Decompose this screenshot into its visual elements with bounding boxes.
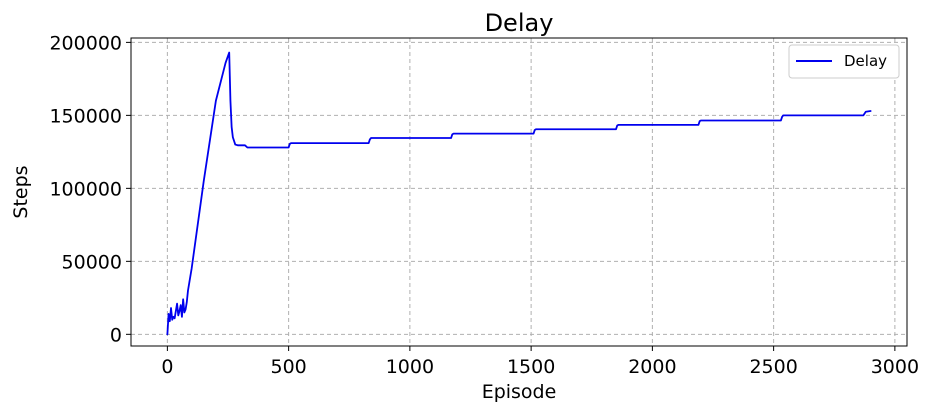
y-tick-label: 100000 (49, 178, 122, 200)
y-tick-label: 0 (110, 324, 122, 346)
x-axis-label: Episode (482, 381, 557, 403)
x-tick-label: 2000 (628, 356, 676, 378)
series-line-delay (166, 51, 872, 336)
x-tick-label: 0 (161, 356, 173, 378)
x-tick-label: 500 (270, 356, 306, 378)
x-tick-label: 3000 (871, 356, 919, 378)
y-tick-label: 50000 (62, 251, 122, 273)
y-axis-ticks: 0 50000 100000 150000 200000 (49, 32, 131, 346)
legend: Delay (788, 44, 900, 79)
y-axis-label: Steps (10, 165, 32, 218)
y-tick-label: 200000 (49, 32, 122, 54)
legend-box (788, 44, 900, 79)
legend-label: Delay (844, 52, 887, 70)
y-tick-label: 150000 (49, 105, 122, 127)
x-tick-label: 2500 (749, 356, 797, 378)
series-layer (166, 51, 872, 336)
x-axis-ticks: 0 500 1000 1500 2000 2500 3000 (161, 346, 919, 378)
x-tick-label: 1000 (386, 356, 434, 378)
grid-lines (131, 38, 907, 346)
x-tick-label: 1500 (507, 356, 555, 378)
plot-frame (130, 37, 908, 347)
chart-title: Delay (485, 9, 554, 37)
